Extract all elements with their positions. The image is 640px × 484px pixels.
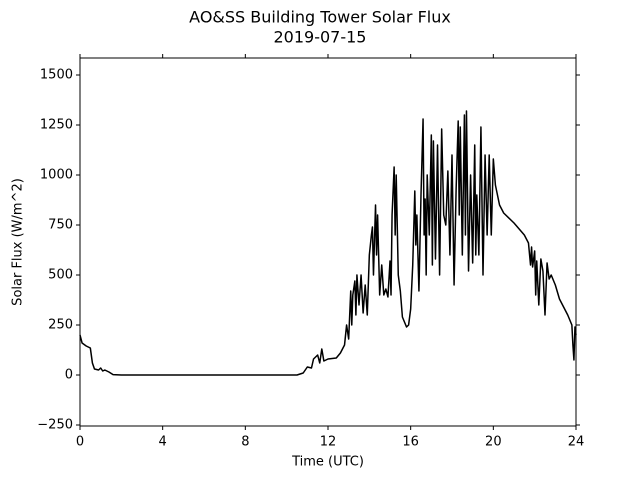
y-tick-label: 750 xyxy=(48,218,73,233)
y-tick-label: −250 xyxy=(37,418,73,433)
y-tick-label: 1000 xyxy=(40,168,73,183)
y-tick-label: 1500 xyxy=(40,68,73,83)
line xyxy=(79,110,577,376)
x-axis-label: Time (UTC) xyxy=(291,455,364,470)
y-axis-label: Solar Flux (W/m^2) xyxy=(11,178,26,306)
y-tick-label: 1250 xyxy=(40,118,73,133)
x-tick-label: 24 xyxy=(568,435,585,450)
y-tick-label: 500 xyxy=(48,268,73,283)
x-tick-label: 12 xyxy=(320,435,337,450)
plot-frame xyxy=(79,57,577,427)
y-tick-label: 0 xyxy=(65,368,73,383)
x-tick-label: 20 xyxy=(485,435,502,450)
x-tick-label: 0 xyxy=(76,435,84,450)
chart-subtitle: 2019-07-15 xyxy=(274,28,367,47)
x-tick-label: 16 xyxy=(402,435,419,450)
chart-title: AO&SS Building Tower Solar Flux xyxy=(189,8,451,27)
x-tick-label: 4 xyxy=(159,435,167,450)
x-tick-label: 8 xyxy=(241,435,249,450)
y-tick-label: 250 xyxy=(48,318,73,333)
